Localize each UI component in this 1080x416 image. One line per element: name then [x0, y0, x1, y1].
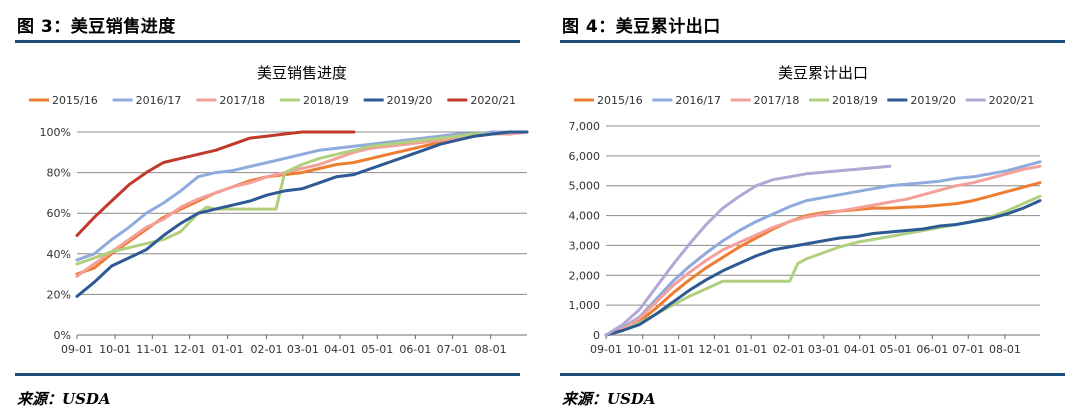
y-tick-label: 0: [593, 329, 600, 342]
x-tick-label: 08-01: [989, 343, 1021, 356]
legend-label: 2018/19: [303, 94, 349, 107]
x-tick-label: 03-01: [287, 343, 319, 356]
legend-label: 2016/17: [675, 94, 721, 107]
y-tick-label: 40%: [47, 248, 71, 261]
figure-3-label: 图 3：美豆销售进度: [17, 17, 176, 37]
legend-label: 2017/18: [754, 94, 800, 107]
x-tick-label: 03-01: [808, 343, 840, 356]
sales-progress-chart: 美豆销售进度 2015/16 2016/17 2017/18 2018/19 2019/2…: [29, 64, 529, 356]
y-tick-label: 6,000: [569, 150, 601, 163]
x-tick-label: 06-01: [916, 343, 948, 356]
x-tick-label: 11-01: [663, 343, 695, 356]
series-line: [75, 130, 529, 266]
y-tick-label: 7,000: [569, 120, 601, 133]
x-tick-label: 07-01: [952, 343, 984, 356]
y-tick-label: 0%: [54, 329, 71, 342]
y-tick-label: 80%: [47, 167, 71, 180]
x-tick-label: 01-01: [735, 343, 767, 356]
series-line: [604, 181, 1042, 337]
x-tick-label: 09-01: [61, 343, 93, 356]
y-tick-label: 100%: [40, 126, 71, 139]
legend-label: 2017/18: [219, 94, 265, 107]
y-tick-label: 4,000: [569, 210, 601, 223]
x-tick-label: 01-01: [212, 343, 244, 356]
figure-4-label: 图 4：美豆累计出口: [562, 17, 721, 37]
y-tick-label: 20%: [47, 288, 71, 301]
y-tick-label: 60%: [47, 207, 71, 220]
chart-title: 美豆累计出口: [778, 64, 868, 82]
x-tick-label: 06-01: [399, 343, 431, 356]
x-tick-label: 02-01: [773, 343, 805, 356]
x-tick-label: 09-01: [590, 343, 622, 356]
bottom-rule: [560, 373, 1065, 376]
legend-label: 2018/19: [832, 94, 878, 107]
series-line: [75, 130, 529, 262]
top-rule: [15, 40, 520, 43]
x-tick-label: 11-01: [136, 343, 168, 356]
series-line: [604, 164, 1042, 337]
chart-title: 美豆销售进度: [257, 64, 347, 82]
x-tick-label: 04-01: [844, 343, 876, 356]
x-tick-label: 12-01: [174, 343, 206, 356]
series-line: [75, 130, 529, 298]
cumulative-exports-chart: 美豆累计出口 2015/16 2016/17 2017/18 2018/19 2019/2…: [569, 64, 1042, 356]
y-tick-label: 2,000: [569, 269, 601, 282]
series-line: [604, 164, 892, 337]
legend-label: 2020/21: [989, 94, 1035, 107]
legend-label: 2016/17: [136, 94, 182, 107]
panel-sales-progress: 图 3：美豆销售进度 美豆销售进度 2015/16 2016/17 2017/18 20…: [15, 0, 535, 416]
y-tick-label: 5,000: [569, 180, 601, 193]
bottom-rule: [15, 373, 520, 376]
series-line: [75, 130, 356, 237]
y-tick-label: 3,000: [569, 239, 601, 252]
top-rule: [560, 40, 1065, 43]
x-tick-label: 05-01: [361, 343, 393, 356]
legend-label: 2015/16: [52, 94, 98, 107]
x-tick-label: 02-01: [251, 343, 283, 356]
legend-label: 2015/16: [597, 94, 643, 107]
series-line: [604, 199, 1042, 337]
y-tick-label: 1,000: [569, 299, 601, 312]
x-tick-label: 07-01: [437, 343, 469, 356]
source-label: 来源：USDA: [17, 390, 111, 408]
series-line: [604, 160, 1042, 337]
legend-label: 2019/20: [910, 94, 956, 107]
x-tick-label: 08-01: [475, 343, 507, 356]
x-tick-label: 04-01: [324, 343, 356, 356]
panel-cumulative-exports: 图 4：美豆累计出口 美豆累计出口 2015/16 2016/17 2017/18 20…: [560, 0, 1080, 416]
series-line: [75, 130, 529, 278]
x-tick-label: 10-01: [627, 343, 659, 356]
x-tick-label: 12-01: [699, 343, 731, 356]
x-tick-label: 10-01: [99, 343, 131, 356]
x-tick-label: 05-01: [880, 343, 912, 356]
source-label: 来源：USDA: [562, 390, 656, 408]
legend-label: 2019/20: [387, 94, 433, 107]
legend-label: 2020/21: [470, 94, 516, 107]
